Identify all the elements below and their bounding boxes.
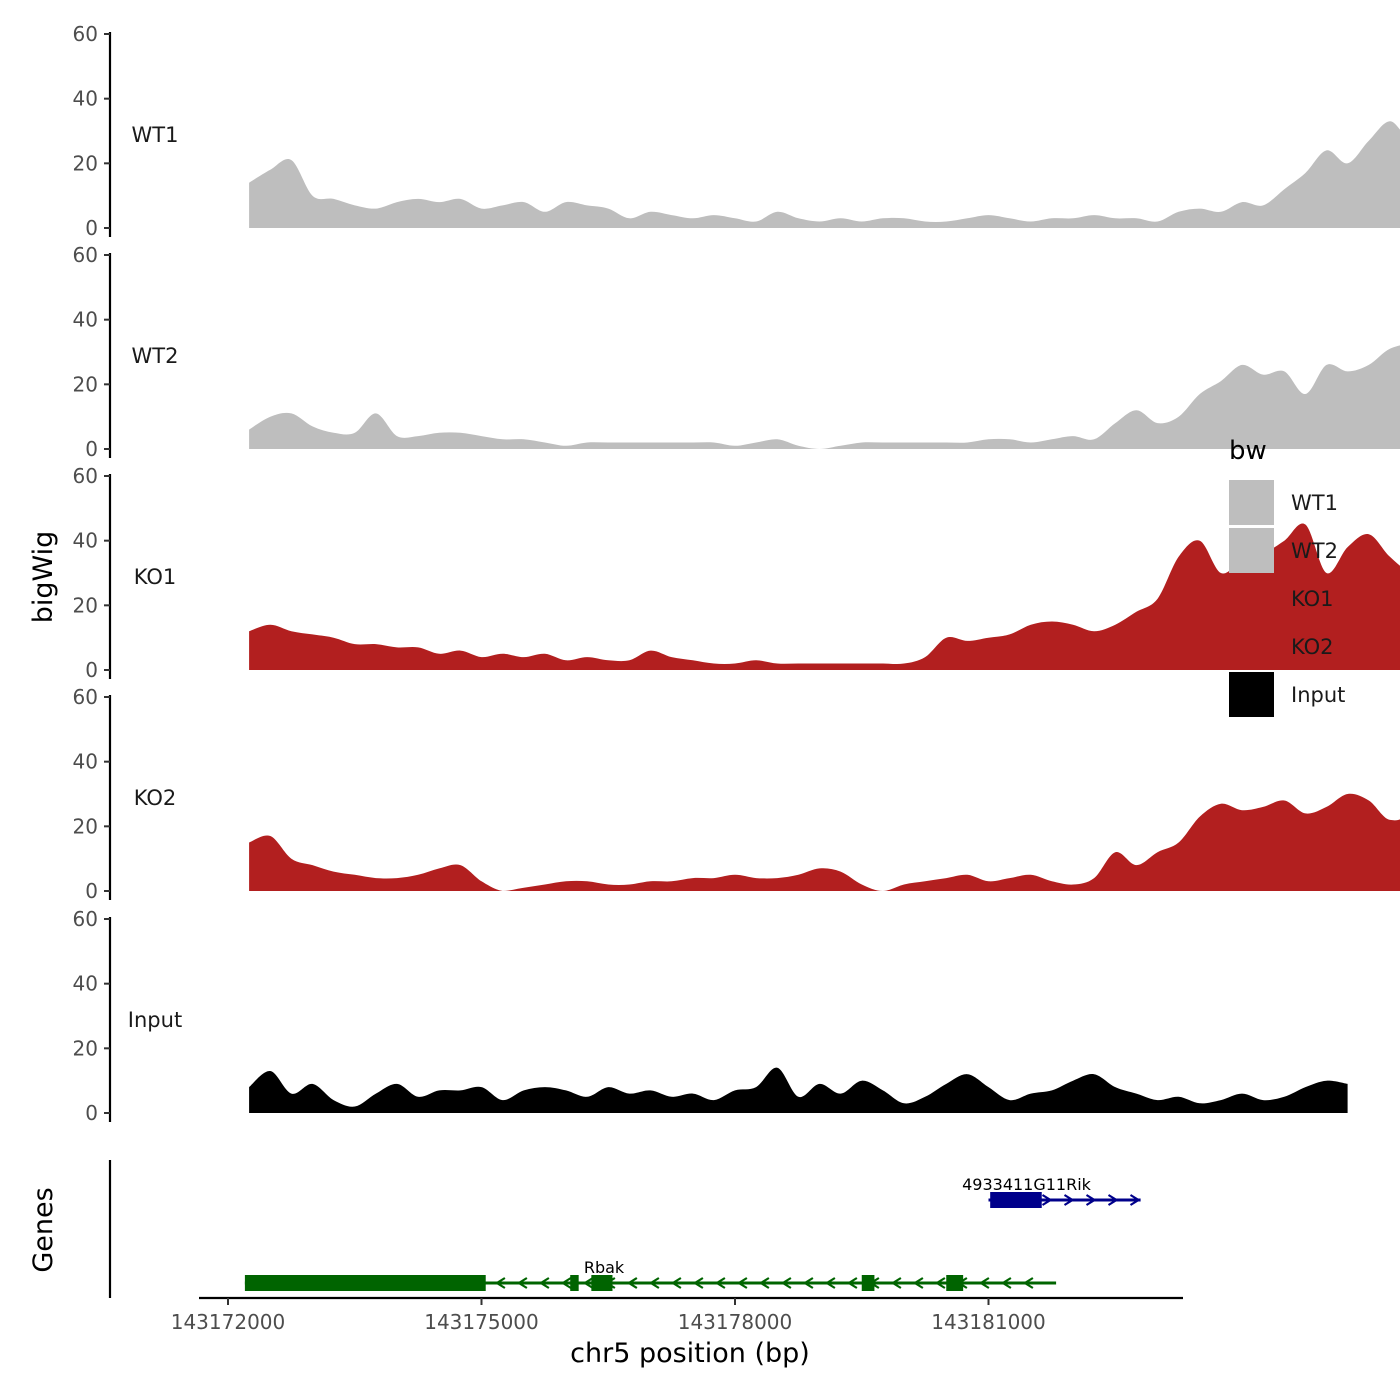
y-tick-label: 20 [73,814,98,838]
strand-arrow [1107,1194,1119,1206]
exon [570,1275,579,1291]
strand-arrow [824,1277,836,1289]
x-tick-label: 143175000 [424,1310,539,1334]
strand-arrow [934,1277,946,1289]
strand-arrow [978,1277,990,1289]
y-tick-label: 20 [73,151,98,175]
x-tick-label: 143181000 [931,1310,1046,1334]
legend-swatch-ko1 [1229,576,1274,621]
y-tick-label: 0 [85,1101,98,1125]
x-axis: 143172000 143175000 143178000 143181000 [171,1296,1183,1334]
y-tick-label: 40 [73,87,98,111]
exon [244,1275,486,1291]
track-wt1: 0 20 40 60 WT1 [73,22,1400,240]
exon [591,1275,613,1291]
strand-arrow [1129,1194,1141,1206]
y-tick-label: 20 [73,372,98,396]
y-tick-label: 0 [85,216,98,240]
track-label: Input [128,1008,182,1032]
x-tick-label: 143178000 [678,1310,793,1334]
legend-label: WT1 [1291,491,1338,515]
strand-arrow [494,1277,506,1289]
x-axis-title: chr5 position (bp) [570,1338,810,1369]
x-tick-label: 143172000 [171,1310,286,1334]
track-input: 0 20 40 60 Input [73,907,1348,1125]
strand-arrow [780,1277,792,1289]
strand-arrow [692,1277,704,1289]
strand-arrow [736,1277,748,1289]
y-tick-label: 60 [73,907,98,931]
strand-arrow [538,1277,550,1289]
strand-arrow [560,1277,572,1289]
coverage-area-wt2 [249,345,1400,449]
strand-arrow [1063,1194,1075,1206]
coverage-area-input [249,1067,1348,1113]
gene-label: Rbak [584,1258,625,1277]
y-tick-label: 40 [73,750,98,774]
gene-label: 4933411G11Rik [962,1175,1092,1194]
legend: bw WT1 WT2 KO1 KO2 Input [1229,436,1345,717]
strand-arrow [516,1277,528,1289]
strand-arrow [1085,1194,1097,1206]
strand-arrow [912,1277,924,1289]
y-tick-label: 60 [73,22,98,46]
y-tick-label: 60 [73,243,98,267]
strand-arrow [890,1277,902,1289]
y-tick-label: 60 [73,464,98,488]
y-tick-label: 0 [85,658,98,682]
track-label: KO2 [134,786,177,810]
strand-arrow [714,1277,726,1289]
y-tick-label: 40 [73,972,98,996]
legend-title: bw [1229,436,1267,466]
track-wt2: 0 20 40 60 WT2 [73,243,1400,461]
track-ko1: 0 20 40 60 KO1 [73,464,1400,682]
y-tick-label: 40 [73,529,98,553]
legend-label: Input [1291,683,1345,707]
genes-axis-title: Genes [28,1187,59,1272]
legend-label: KO1 [1291,587,1334,611]
strand-arrow [648,1277,660,1289]
legend-label: KO2 [1291,635,1334,659]
exon [946,1275,964,1291]
gene-rbak: Rbak [244,1258,1057,1291]
strand-arrow [1022,1277,1034,1289]
strand-arrow [582,1277,594,1289]
coverage-area-wt1 [249,121,1400,228]
strand-arrow [802,1277,814,1289]
exon [990,1192,1042,1208]
strand-arrow [1000,1277,1012,1289]
strand-arrow [670,1277,682,1289]
legend-swatch-wt2 [1229,528,1274,573]
legend-label: WT2 [1291,539,1338,563]
coverage-area-ko1 [249,523,1400,670]
y-axis-title: bigWig [28,531,59,624]
y-tick-label: 20 [73,593,98,617]
strand-arrow [758,1277,770,1289]
coverage-area-ko2 [249,793,1400,891]
track-label: KO1 [134,565,177,589]
y-tick-label: 20 [73,1036,98,1060]
strand-arrow [846,1277,858,1289]
strand-arrow [626,1277,638,1289]
legend-swatch-input [1229,672,1274,717]
legend-swatch-ko2 [1229,624,1274,669]
gene-track: Rbak 4933411G11Rik [108,1160,1141,1298]
track-label: WT2 [132,344,179,368]
strand-arrow [1041,1194,1053,1206]
y-tick-label: 40 [73,308,98,332]
y-tick-label: 60 [73,685,98,709]
legend-swatch-wt1 [1229,480,1274,525]
coverage-tracks: 0 20 40 60 WT1 0 20 40 60 WT2 0 20 40 60 KO1 0 20 40 60 KO2… [73,22,1400,1125]
track-ko2: 0 20 40 60 KO2 [73,685,1400,903]
track-label: WT1 [132,123,179,147]
exon [861,1275,875,1291]
y-tick-label: 0 [85,879,98,903]
gene-4933411g11rik: 4933411G11Rik [962,1175,1141,1208]
y-tick-label: 0 [85,437,98,461]
